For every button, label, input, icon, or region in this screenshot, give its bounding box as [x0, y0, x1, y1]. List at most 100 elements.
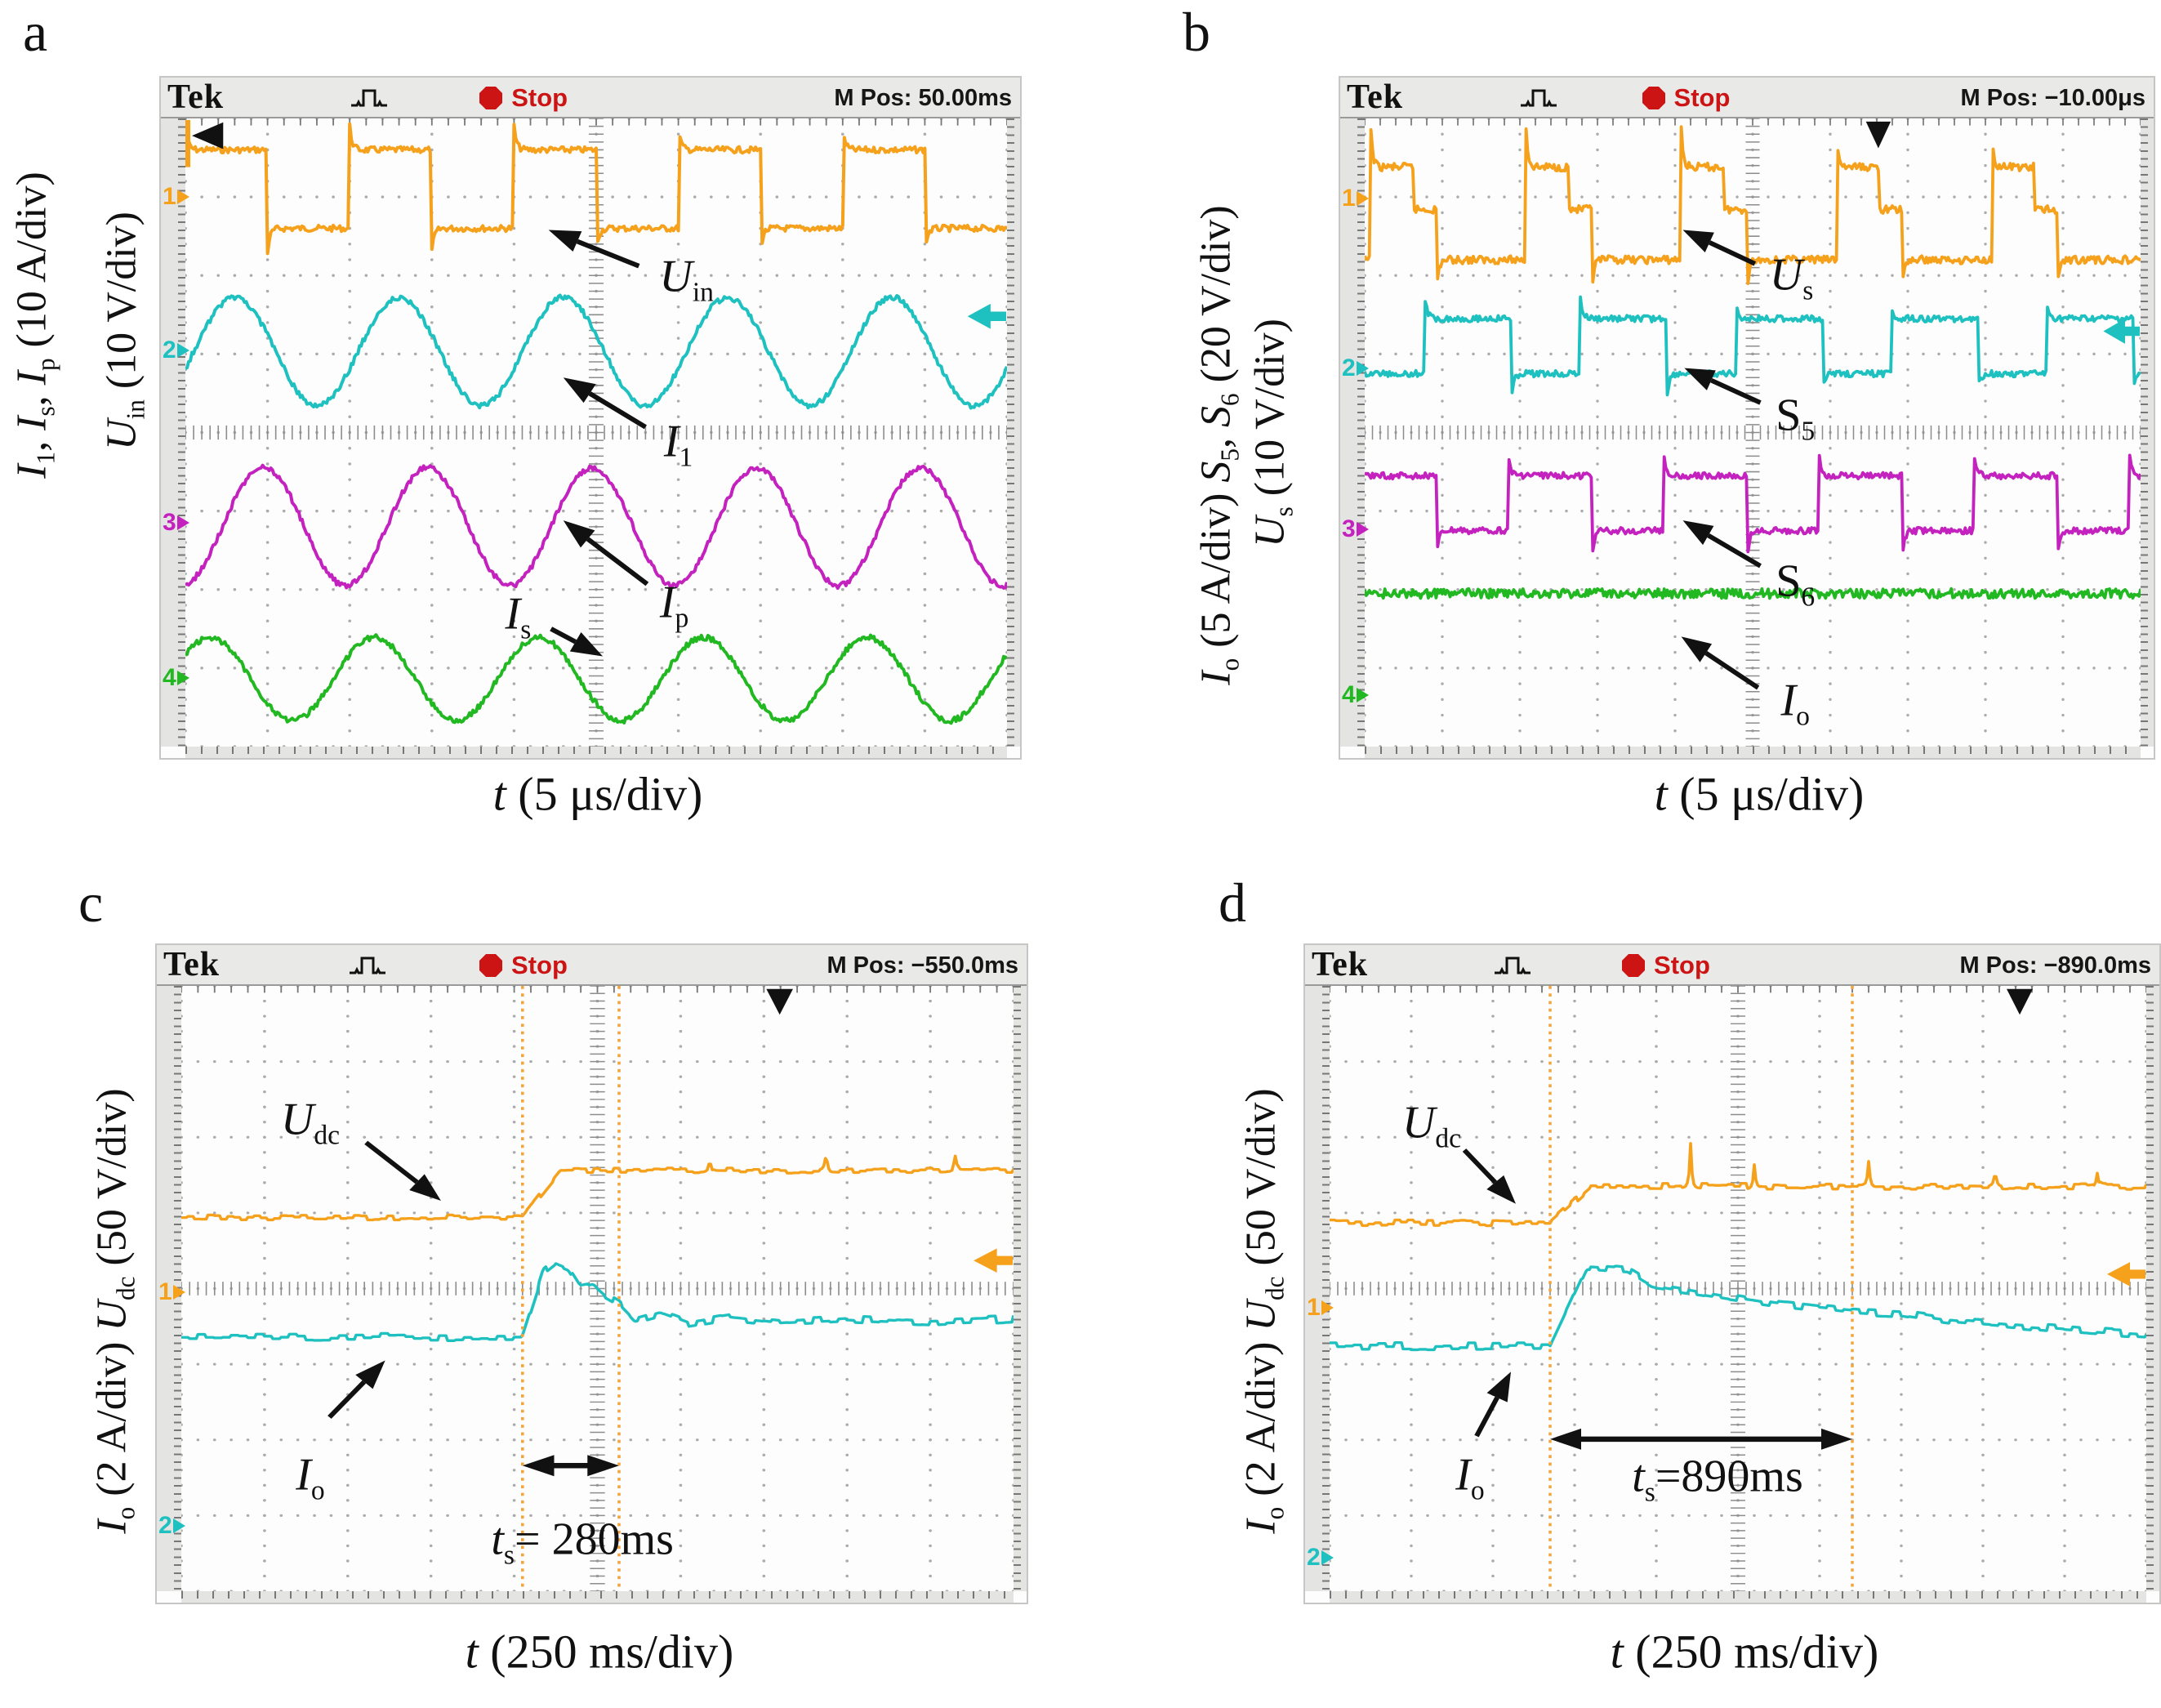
acquisition-status: Stop	[511, 951, 568, 979]
trigger-position-arrow	[1865, 121, 1891, 149]
y-axis-label-b-outer: Io (5 A/div) S5, S6 (20 V/div)	[1192, 205, 1245, 685]
acquisition-status-group: Stop	[1621, 951, 1710, 980]
oscilloscope-screenshot-a: Tek Stop M Pos: 50.00ms Uin I1 Ip Is 1 2 3 4	[159, 76, 1022, 760]
acquisition-status: Stop	[1673, 83, 1731, 112]
bottom-ruler	[181, 1591, 1014, 1603]
annotation-label-c-1: Io	[296, 1449, 325, 1506]
waveform-plot	[185, 118, 1007, 747]
channel-3-marker: 3	[1342, 516, 1369, 542]
scope-screen: Uin I1 Ip Is 1 2 3 4	[161, 118, 1020, 758]
m-pos-readout: M Pos: −10.00μs	[1960, 85, 2146, 111]
y-axis-label-c: Io (2 A/div) Udc (50 V/div)	[88, 1088, 140, 1534]
stop-icon	[479, 954, 503, 977]
channel-1-marker: 1	[1307, 1295, 1334, 1320]
acquisition-status-group: Stop	[479, 951, 568, 980]
channel-2-marker: 2	[163, 337, 189, 363]
waveform-plot	[1330, 986, 2146, 1591]
channel-1-marker: 1	[1342, 186, 1369, 211]
waveform-I_o	[1330, 1264, 2146, 1352]
trigger-position-arrow	[2007, 988, 2033, 1015]
x-axis-label-a: t (5 μs/div)	[492, 767, 703, 821]
x-axis-label-d: t (250 ms/div)	[1610, 1625, 1879, 1679]
acquisition-status: Stop	[1654, 951, 1710, 979]
y-axis-label-d: Io (2 A/div) Udc (50 V/div)	[1237, 1088, 1290, 1534]
annotation-label-b-3: Io	[1780, 675, 1810, 732]
annotation-label-c-0: Udc	[280, 1094, 341, 1151]
trigger-waveform-icon	[1495, 957, 1531, 974]
waveform-plot	[1365, 118, 2141, 747]
m-pos-readout: M Pos: 50.00ms	[834, 85, 1012, 111]
stop-icon	[479, 87, 503, 109]
waveform-I_s	[185, 633, 1007, 725]
annotation-label-c-2: ts= 280ms	[491, 1514, 674, 1571]
waveform-U_dc	[181, 1154, 1014, 1222]
waveform-I_p	[185, 463, 1007, 591]
channel-2-marker: 2	[1342, 355, 1369, 381]
bottom-ruler	[1365, 747, 2141, 758]
trigger-waveform-icon	[1521, 89, 1557, 107]
scope-header: Tek Stop M Pos: −10.00μs	[1340, 78, 2154, 118]
x-axis-label-c: t (250 ms/div)	[465, 1625, 734, 1679]
scope-screen: Udc Io ts= 280ms 1 2	[157, 986, 1027, 1603]
scope-header: Tek Stop M Pos: −550.0ms	[157, 945, 1027, 986]
acquisition-status-group: Stop	[479, 83, 568, 113]
y-axis-label-a-currents: I1, Is, Ip (10 A/div)	[8, 172, 60, 479]
annotation-label-a-2: Ip	[659, 577, 689, 634]
annotation-label-b-0: Us	[1769, 249, 1814, 306]
stop-icon	[1622, 954, 1646, 977]
annotation-label-b-2: S6	[1776, 555, 1816, 613]
trigger-level-arrow	[2107, 1262, 2145, 1287]
scope-header: Tek Stop M Pos: 50.00ms	[161, 78, 1020, 118]
m-pos-readout: M Pos: −550.0ms	[827, 952, 1018, 979]
channel-1-marker: 1	[163, 185, 189, 209]
channel-3-marker: 3	[163, 511, 189, 535]
acquisition-status-group: Stop	[1642, 83, 1731, 113]
panel-label-c: c	[78, 872, 104, 934]
channel-4-marker: 4	[163, 666, 189, 690]
scope-screen: Us S5 S6 Io 1 2 3 4	[1340, 118, 2154, 758]
tek-logo: Tek	[167, 78, 225, 116]
channel-1-marker: 1	[158, 1280, 185, 1304]
trigger-level-arrow	[967, 303, 1006, 329]
waveform-I_o	[181, 1262, 1014, 1342]
channel-2-marker: 2	[158, 1514, 185, 1538]
bottom-ruler	[185, 747, 1007, 758]
y-axis-label-b-inner: Us (10 V/div)	[1246, 319, 1299, 547]
acquisition-status: Stop	[511, 83, 568, 112]
stop-icon	[1642, 87, 1665, 109]
right-ruler	[2141, 118, 2154, 747]
annotation-label-a-0: Uin	[659, 251, 714, 308]
tek-logo: Tek	[1347, 78, 1404, 116]
panel-label-d: d	[1219, 872, 1246, 934]
channel-2-marker: 2	[1307, 1545, 1334, 1570]
waveform-S_5	[1365, 295, 2141, 397]
oscilloscope-screenshot-d: Tek Stop M Pos: −890.0ms Udc Io ts=890ms 1 2	[1303, 943, 2161, 1604]
annotation-label-a-1: I1	[663, 416, 693, 473]
left-ruler	[161, 118, 185, 747]
trigger-level-arrow	[2103, 319, 2141, 344]
annotation-label-a-3: Is	[505, 588, 532, 645]
trigger-position-marker	[192, 122, 224, 149]
right-ruler	[1007, 118, 1020, 747]
oscilloscope-screenshot-b: Tek Stop M Pos: −10.00μs Us S5 S6 Io 1 2 3 4	[1339, 76, 2155, 760]
waveform-I_1	[185, 293, 1007, 410]
trigger-waveform-icon	[350, 957, 386, 974]
right-ruler	[2146, 986, 2159, 1591]
scope-header: Tek Stop M Pos: −890.0ms	[1305, 945, 2159, 986]
trigger-waveform-icon	[351, 89, 388, 107]
left-ruler	[1340, 118, 1365, 747]
y-axis-label-a-voltage: Uin (10 V/div)	[98, 212, 150, 450]
annotation-label-b-1: S5	[1776, 390, 1816, 447]
tek-logo: Tek	[163, 946, 221, 983]
bottom-ruler	[1330, 1591, 2146, 1603]
waveform-S_6	[1365, 453, 2141, 554]
right-ruler	[1014, 986, 1027, 1591]
scope-screen: Udc Io ts=890ms 1 2	[1305, 986, 2159, 1603]
annotation-label-d-1: Io	[1455, 1449, 1485, 1506]
trigger-position-arrow	[766, 988, 793, 1015]
left-ruler	[1305, 986, 1330, 1591]
waveform-I_o	[1365, 586, 2141, 600]
waveform-U_dc	[1330, 1142, 2146, 1228]
oscilloscope-screenshot-c: Tek Stop M Pos: −550.0ms Udc Io ts= 280ms 1…	[155, 943, 1028, 1604]
